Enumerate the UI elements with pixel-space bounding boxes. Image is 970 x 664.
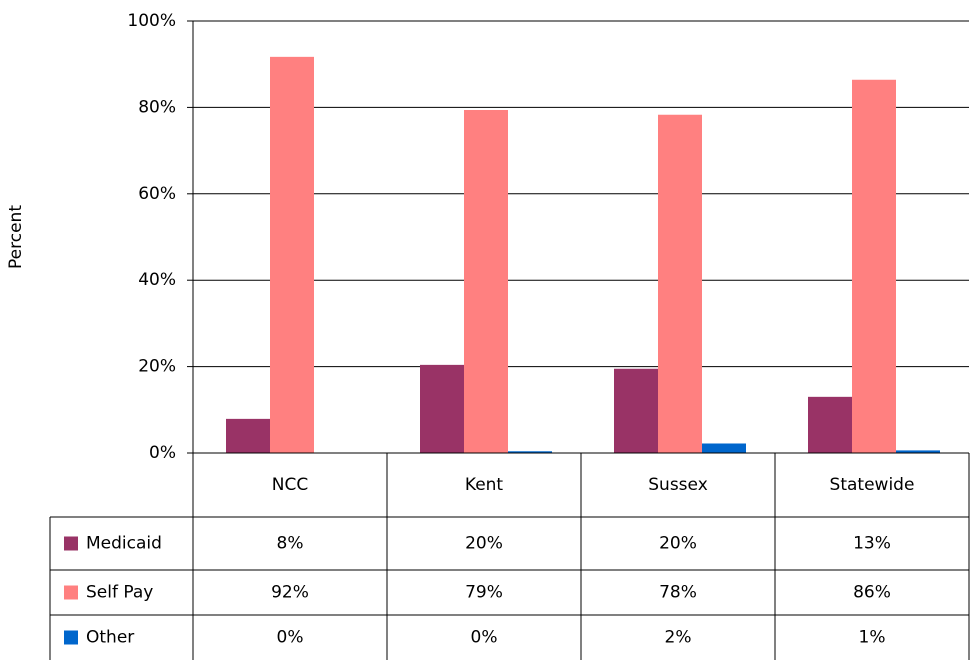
legend-label: Self Pay [86,583,153,603]
bar [464,109,508,453]
y-tick-label: 100% [127,11,176,31]
table-value: 86% [853,583,891,603]
bar [420,364,464,453]
table-value: 92% [271,583,309,603]
x-tick-label: Sussex [648,475,708,495]
bar [896,450,940,453]
y-tick-label: 0% [149,443,176,463]
bar [226,418,270,453]
table-value: 0% [277,628,304,648]
table-value: 78% [659,583,697,603]
x-tick-label: Kent [465,475,504,495]
y-axis-label: Percent [6,205,26,269]
y-tick-label: 80% [138,97,176,117]
bar [614,368,658,453]
bar [852,79,896,453]
bar [702,443,746,453]
legend-swatch [64,536,78,551]
table-value: 2% [665,628,692,648]
legend-label: Other [86,628,134,648]
y-tick-label: 20% [138,357,176,377]
y-tick-label: 60% [138,184,176,204]
y-tick-label: 40% [138,270,176,290]
table-value: 79% [465,583,503,603]
bar [270,56,314,454]
legend-label: Medicaid [86,534,162,554]
table-value: 20% [465,534,503,554]
bar [508,451,552,453]
bar [808,396,852,453]
x-tick-label: NCC [272,475,308,495]
bar [658,114,702,453]
x-tick-label: Statewide [830,475,915,495]
table-value: 13% [853,534,891,554]
legend-swatch [64,585,78,600]
table-value: 1% [859,628,886,648]
table-value: 20% [659,534,697,554]
legend-swatch [64,630,78,645]
table-value: 8% [277,534,304,554]
table-value: 0% [471,628,498,648]
